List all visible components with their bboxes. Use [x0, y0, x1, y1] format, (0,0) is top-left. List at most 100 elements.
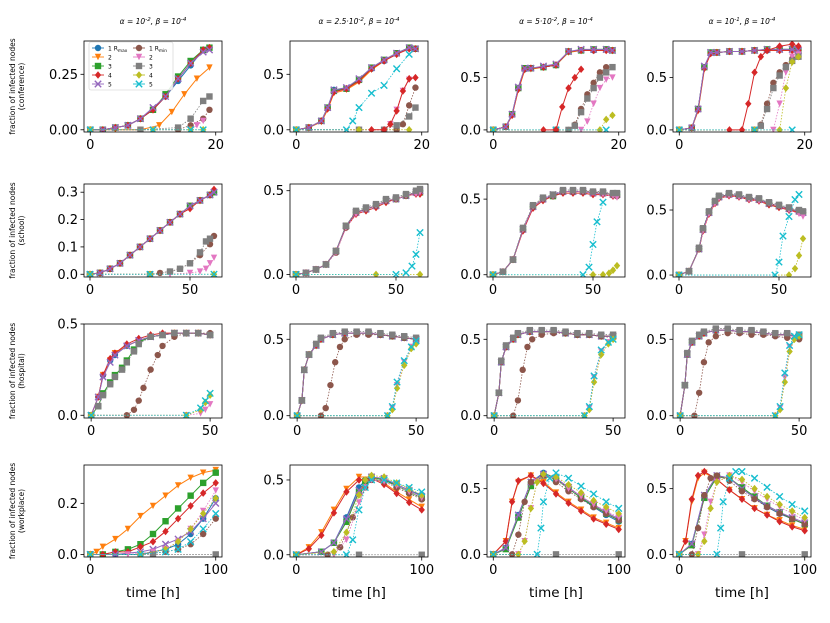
data-point [751, 495, 758, 503]
data-point [111, 351, 119, 359]
data-point [565, 499, 572, 507]
data-point [589, 45, 598, 54]
x-tick-label: 50 [408, 424, 425, 439]
data-point [788, 46, 796, 55]
series-line [493, 473, 619, 555]
data-point [135, 397, 142, 404]
series-line [679, 475, 805, 555]
data-point [750, 46, 759, 55]
data-point [776, 402, 784, 411]
x-tick-label: 0 [86, 138, 94, 153]
y-tick-label: 0.0 [263, 409, 284, 424]
data-point [609, 266, 617, 274]
data-point [159, 331, 166, 339]
data-point [700, 359, 708, 366]
data-point [738, 551, 746, 557]
data-point [206, 260, 214, 267]
data-point [402, 269, 410, 277]
data-point [199, 525, 207, 533]
plot-area [489, 45, 617, 132]
data-point [750, 474, 759, 482]
data-point [317, 117, 326, 125]
data-point [785, 341, 794, 350]
data-point [526, 326, 534, 334]
data-point [400, 356, 408, 365]
data-point [609, 111, 616, 120]
data-point [495, 389, 503, 396]
data-point [533, 550, 541, 557]
data-point [365, 328, 372, 335]
data-point [380, 81, 388, 90]
data-point [99, 373, 107, 381]
data-point [111, 349, 119, 358]
data-point [137, 542, 144, 551]
data-point [402, 190, 410, 198]
data-point [509, 412, 517, 418]
x-tick-label: 0 [87, 424, 95, 439]
data-point [392, 194, 400, 201]
data-point [694, 550, 702, 557]
data-point [613, 261, 621, 270]
x-axis-label: time [h] [126, 585, 180, 601]
data-point [355, 476, 363, 484]
data-point [590, 84, 597, 92]
data-point [116, 259, 124, 268]
series-5-rmin [293, 337, 420, 418]
legend-marker [135, 53, 143, 61]
data-point [405, 74, 413, 83]
data-point [694, 105, 702, 113]
data-point [771, 271, 779, 277]
data-point [312, 340, 320, 348]
data-point [93, 548, 100, 556]
data-point [199, 117, 207, 125]
data-point [499, 268, 507, 275]
data-point [196, 249, 204, 256]
data-point [615, 525, 622, 534]
legend-right-item-3: 3 [133, 62, 153, 70]
legend-label: 5 [108, 81, 112, 88]
data-point [565, 485, 572, 492]
data-point [602, 76, 610, 83]
data-point [392, 479, 401, 487]
data-point [186, 537, 195, 546]
series-line [493, 475, 619, 555]
panel-conference-3: 0 20 0.0 0.5 [460, 40, 627, 153]
data-point [524, 343, 531, 351]
data-point [589, 240, 597, 249]
data-point [577, 108, 585, 116]
legend-label: 4 [149, 72, 153, 79]
series-line [296, 479, 422, 556]
x-tick-label: 0 [489, 138, 497, 153]
data-point [405, 125, 413, 132]
data-point [738, 467, 746, 476]
series-line [90, 332, 211, 416]
data-point [711, 197, 719, 205]
data-point [682, 537, 689, 546]
data-point [790, 332, 799, 340]
panel-school-1: 0 50 0.0 0.1 0.2 0.3 [57, 183, 223, 298]
series-5-rmin [86, 270, 218, 277]
data-point [715, 192, 723, 199]
data-point [795, 42, 802, 51]
data-point [196, 404, 205, 412]
data-point [713, 550, 721, 557]
data-point [584, 118, 591, 125]
data-point [801, 551, 808, 557]
plot-area [489, 186, 621, 277]
plot-area [675, 41, 803, 132]
data-point [590, 378, 598, 386]
data-point [776, 510, 783, 517]
data-point [343, 528, 350, 537]
data-point [412, 337, 420, 345]
data-point [161, 548, 170, 556]
data-point [87, 411, 95, 418]
data-point [700, 62, 709, 70]
data-point [799, 234, 807, 243]
axes-frame [289, 40, 429, 133]
series-4-rmax [292, 190, 424, 277]
data-point [519, 224, 527, 232]
series-4-rmax-late [726, 41, 802, 132]
series-5-rmax [292, 43, 420, 132]
data-point [608, 46, 617, 55]
